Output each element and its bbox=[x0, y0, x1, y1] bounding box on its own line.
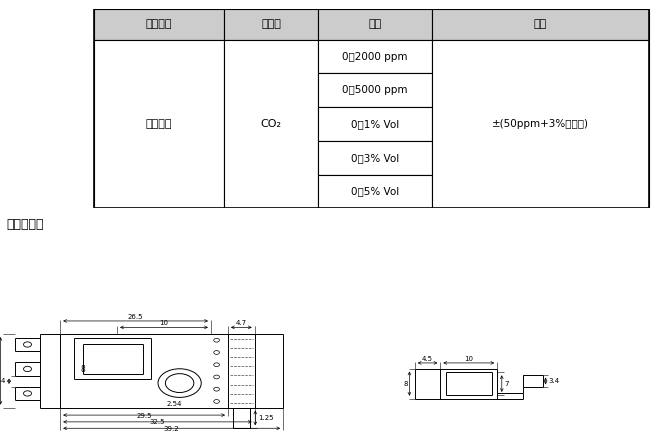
Bar bbox=[318, 141, 432, 175]
Text: 量程: 量程 bbox=[368, 19, 381, 29]
Bar bbox=[318, 107, 432, 141]
Text: 0～3% Vol: 0～3% Vol bbox=[351, 153, 399, 163]
Text: 32.5: 32.5 bbox=[150, 420, 165, 425]
Bar bbox=[94, 40, 224, 208]
Text: 29.5: 29.5 bbox=[136, 412, 152, 419]
Text: 分子式: 分子式 bbox=[261, 19, 281, 29]
Bar bbox=[318, 40, 432, 74]
Text: 0～5000 ppm: 0～5000 ppm bbox=[342, 85, 407, 95]
Text: 2.54: 2.54 bbox=[0, 378, 7, 384]
Text: 二氧化碳: 二氧化碳 bbox=[146, 119, 172, 129]
Text: 26.5: 26.5 bbox=[128, 314, 143, 320]
Bar bbox=[432, 40, 649, 208]
Text: 8: 8 bbox=[80, 365, 85, 374]
Bar bbox=[318, 9, 432, 40]
Text: ±(50ppm+3%读数值): ±(50ppm+3%读数值) bbox=[492, 119, 589, 129]
Text: 0～5% Vol: 0～5% Vol bbox=[351, 187, 399, 196]
Text: 0～2000 ppm: 0～2000 ppm bbox=[342, 51, 407, 62]
Text: 7: 7 bbox=[504, 381, 509, 387]
Text: 39.2: 39.2 bbox=[164, 426, 179, 432]
Text: 精度: 精度 bbox=[534, 19, 547, 29]
Bar bbox=[318, 74, 432, 107]
Bar bbox=[318, 175, 432, 208]
Text: 1.25: 1.25 bbox=[259, 415, 274, 421]
Bar bbox=[224, 9, 318, 40]
Text: 0～1% Vol: 0～1% Vol bbox=[351, 119, 399, 129]
Text: 8: 8 bbox=[403, 381, 408, 387]
Text: 3.4: 3.4 bbox=[549, 378, 559, 384]
Text: 产品尺寸图: 产品尺寸图 bbox=[7, 218, 44, 231]
Text: 气体名称: 气体名称 bbox=[146, 19, 172, 29]
Bar bbox=[432, 9, 649, 40]
Text: 10: 10 bbox=[464, 356, 473, 361]
Text: 4.5: 4.5 bbox=[422, 356, 433, 361]
Text: 2.54: 2.54 bbox=[167, 401, 181, 407]
Bar bbox=[224, 40, 318, 208]
Bar bbox=[94, 9, 649, 208]
Bar bbox=[94, 9, 224, 40]
Text: 4.7: 4.7 bbox=[235, 320, 247, 326]
Text: CO₂: CO₂ bbox=[260, 119, 282, 129]
Text: 10: 10 bbox=[159, 320, 169, 326]
